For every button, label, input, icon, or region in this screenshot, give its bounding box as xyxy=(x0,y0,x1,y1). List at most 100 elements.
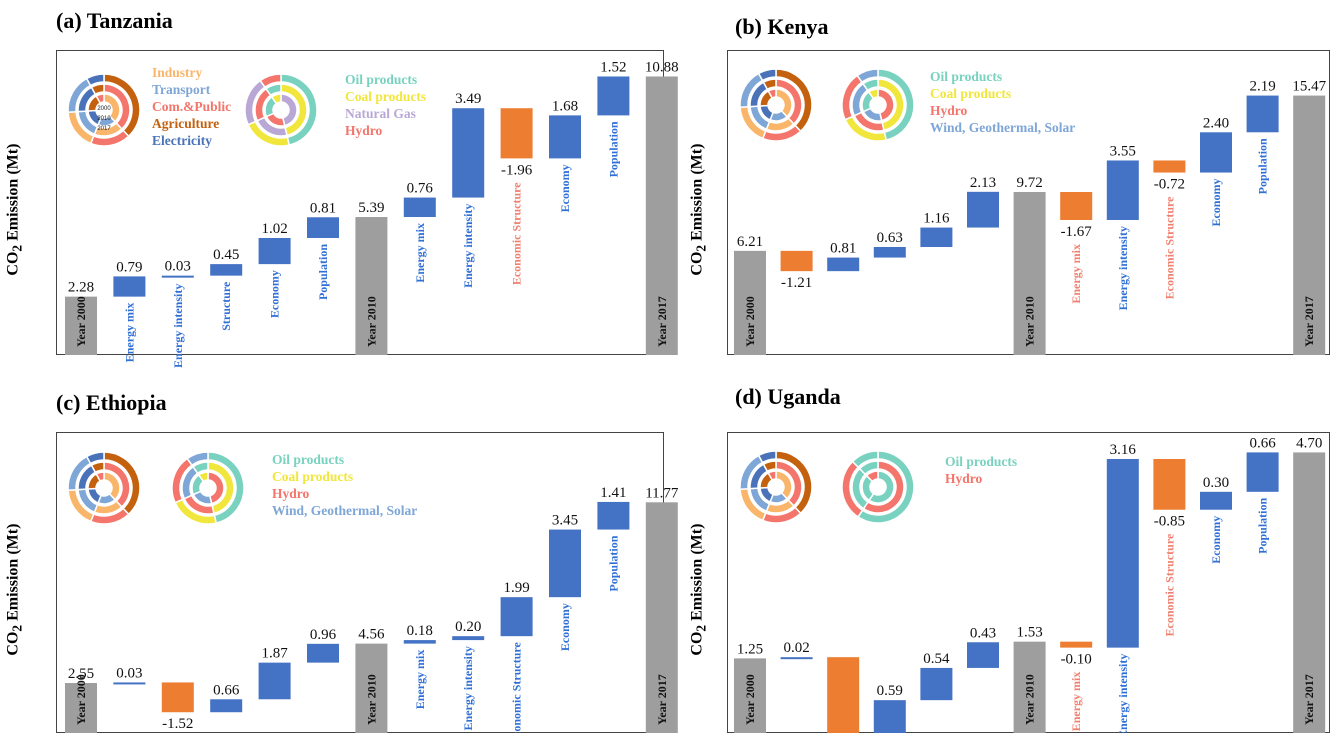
bar-0-8 xyxy=(452,108,485,198)
bar-1-3 xyxy=(873,247,906,258)
category-label-2-8: Energy intensity xyxy=(461,646,475,730)
bar-3-3 xyxy=(873,700,906,733)
category-label-2-6: Year 2010 xyxy=(364,674,378,725)
bar-3-8 xyxy=(1106,458,1139,648)
bar-2-12 xyxy=(645,502,678,733)
bar-3-0 xyxy=(734,658,766,733)
value-label-3-11: 0.66 xyxy=(1249,435,1276,451)
sector-donut-3 xyxy=(739,450,813,524)
sector-slice-3-0-4 xyxy=(757,450,777,464)
value-label-2-9: 1.99 xyxy=(503,580,529,596)
bar-1-7 xyxy=(1060,191,1093,221)
value-label-0-6: 5.39 xyxy=(358,200,384,216)
sector-slice-2-2-4 xyxy=(95,471,105,483)
fuel-legend-1-3: Wind, Geothermal, Solar xyxy=(930,120,1075,135)
fuel-slice-0-1-3 xyxy=(264,83,282,97)
fuel-legend-1-0: Oil products xyxy=(930,69,1002,84)
category-label-0-2: Energy intensity xyxy=(171,284,185,368)
value-label-1-6: 9.72 xyxy=(1016,175,1042,191)
sector-slice-0-2-4 xyxy=(95,93,105,105)
bar-3-5 xyxy=(967,642,999,668)
category-label-0-7: Energy mix xyxy=(413,223,427,283)
sector-slice-1-0-4 xyxy=(757,68,777,82)
bar-0-11 xyxy=(597,76,630,116)
value-label-1-1: -1.21 xyxy=(781,275,812,291)
sector-slice-1-2-4 xyxy=(767,88,777,100)
value-label-1-7: -1.67 xyxy=(1061,224,1093,240)
category-label-1-6: Year 2010 xyxy=(1023,296,1037,347)
bar-1-0 xyxy=(734,250,766,355)
waterfall-panel-1: 6.21 Year 2000 -1.21 0.81 0.63 1.16 2.13 9.72 Ye… xyxy=(734,79,1327,355)
fuel-legend-1-2: Hydro xyxy=(930,103,968,118)
sector-legend-0-0: Industry xyxy=(152,65,203,80)
fuel-legend-2-1: Coal products xyxy=(272,469,353,484)
category-label-3-0: Year 2000 xyxy=(743,674,757,725)
panel-title-a: (a) Tanzania xyxy=(56,8,173,33)
value-label-0-10: 1.68 xyxy=(552,98,578,114)
value-label-3-1: 0.02 xyxy=(783,640,809,656)
bar-1-5 xyxy=(967,191,999,228)
value-label-3-7: -0.10 xyxy=(1061,652,1092,668)
category-label-2-11: Population xyxy=(606,535,620,591)
bar-0-4 xyxy=(258,238,291,265)
value-label-2-0: 2.55 xyxy=(68,666,94,682)
panel-title-b: (b) Kenya xyxy=(735,14,829,39)
category-label-0-12: Year 2017 xyxy=(655,296,669,347)
value-label-2-4: 1.87 xyxy=(261,646,288,662)
panel-title-c: (c) Ethiopia xyxy=(56,390,167,415)
value-label-0-1: 0.79 xyxy=(116,259,142,275)
value-label-2-3: 0.66 xyxy=(213,682,240,698)
value-label-2-5: 0.96 xyxy=(310,627,337,643)
fuel-legend-3-1: Hydro xyxy=(945,471,983,486)
bar-2-10 xyxy=(549,529,581,598)
fuel-legend-0-2: Natural Gas xyxy=(345,106,416,121)
fuel-slice-0-2-3 xyxy=(270,93,282,105)
category-label-1-0: Year 2000 xyxy=(743,296,757,347)
category-label-0-5: Population xyxy=(316,244,330,300)
sector-slice-0-0-4 xyxy=(85,73,105,87)
category-label-3-12: Year 2017 xyxy=(1302,674,1316,725)
bar-0-10 xyxy=(549,115,581,159)
value-label-2-6: 4.56 xyxy=(358,627,385,643)
value-label-3-10: 0.30 xyxy=(1203,475,1229,491)
bar-3-4 xyxy=(920,667,953,701)
ring-label-0-2: 2017 xyxy=(97,126,111,132)
value-label-1-8: 3.55 xyxy=(1110,143,1136,159)
bar-3-7 xyxy=(1060,641,1093,648)
value-label-0-3: 0.45 xyxy=(213,247,239,263)
value-label-0-0: 2.28 xyxy=(68,280,94,296)
bar-2-5 xyxy=(307,643,339,663)
value-label-1-0: 6.21 xyxy=(737,234,763,250)
bar-2-8 xyxy=(452,636,485,641)
bar-0-0 xyxy=(65,296,97,355)
category-label-1-10: Economy xyxy=(1209,179,1223,227)
category-label-0-9: Economic Structure xyxy=(510,182,524,285)
bar-2-1 xyxy=(113,682,146,685)
bar-0-3 xyxy=(210,264,243,276)
sector-legend-0-1: Transport xyxy=(152,82,211,97)
value-label-3-6: 1.53 xyxy=(1016,625,1042,641)
value-label-3-12: 4.70 xyxy=(1296,435,1322,451)
value-label-0-9: -1.96 xyxy=(501,162,533,178)
value-label-2-10: 3.45 xyxy=(552,513,578,529)
fuel-legend-0-1: Coal products xyxy=(345,89,426,104)
value-label-2-8: 0.20 xyxy=(455,619,481,635)
fuel-slice-2-2-3 xyxy=(197,471,209,483)
category-label-3-10: Economy xyxy=(1209,516,1223,564)
bar-3-10 xyxy=(1200,491,1232,510)
fuel-slice-3-0-2 xyxy=(851,450,879,469)
fuel-legend-3-0: Oil products xyxy=(945,454,1017,469)
sector-slice-1-1-4 xyxy=(762,78,777,91)
value-label-2-2: -1.52 xyxy=(162,716,193,732)
value-label-3-8: 3.16 xyxy=(1110,442,1137,458)
bar-0-5 xyxy=(307,217,339,239)
fuel-donut-0 xyxy=(244,73,318,147)
bar-3-9 xyxy=(1153,458,1186,510)
bar-1-1 xyxy=(780,250,813,272)
bar-1-8 xyxy=(1106,160,1139,221)
value-label-2-1: 0.03 xyxy=(116,665,142,681)
category-label-1-7: Energy mix xyxy=(1069,244,1083,304)
bar-1-9 xyxy=(1153,160,1186,173)
value-label-3-4: 0.54 xyxy=(923,651,950,667)
